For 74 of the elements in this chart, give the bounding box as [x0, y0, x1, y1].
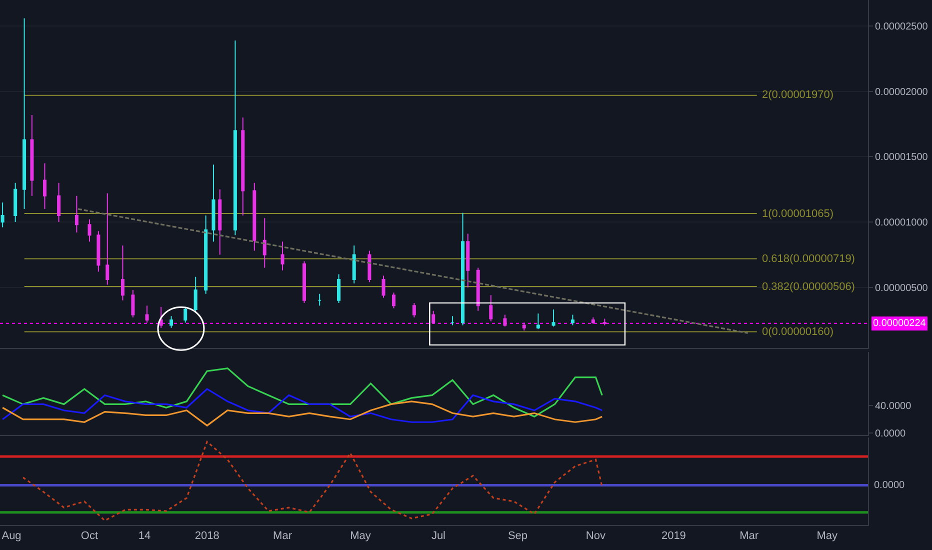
candlestick — [552, 309, 556, 328]
x-tick-label: May — [350, 530, 372, 542]
line-series — [2, 388, 603, 423]
candlestick — [602, 318, 606, 326]
candlestick — [120, 245, 124, 301]
candlestick — [0, 202, 4, 228]
candlestick — [30, 114, 34, 196]
candlestick — [461, 212, 465, 326]
ref-line-label: 0.618(0.00000719) — [762, 253, 855, 265]
line-series — [2, 400, 603, 426]
candlestick — [337, 274, 341, 304]
y-tick-label: 0.00001500 — [875, 152, 928, 164]
x-tick-label: Aug — [2, 530, 22, 542]
candlestick — [450, 316, 454, 326]
candlestick — [382, 275, 386, 298]
candlestick — [503, 314, 507, 328]
candlestick — [194, 276, 198, 313]
line-series — [2, 368, 603, 418]
candlestick — [280, 241, 284, 271]
candlestick — [218, 188, 222, 256]
ref-line-label: 0(0.00000160) — [762, 326, 834, 338]
x-tick-label: Mar — [740, 530, 759, 542]
candlestick — [489, 294, 493, 322]
candlestick — [88, 218, 92, 242]
candlestick — [170, 316, 174, 328]
candlestick — [57, 182, 61, 223]
candlestick — [106, 192, 110, 286]
candlestick — [570, 314, 574, 326]
ref-line-label: 1(0.00001065) — [762, 208, 834, 220]
x-tick-label: Jul — [431, 530, 446, 542]
candlestick — [212, 164, 216, 242]
candlestick — [302, 260, 306, 304]
candlestick — [432, 310, 436, 324]
candlestick — [591, 316, 595, 324]
candlestick — [252, 182, 256, 252]
y-tick-label: 0.00000500 — [875, 282, 928, 294]
candlestick — [262, 218, 266, 268]
x-tick-label: Nov — [586, 530, 606, 542]
y-tick-label: 0.00002500 — [875, 22, 928, 33]
candlestick — [96, 230, 100, 272]
candlestick — [145, 305, 149, 324]
candlestick — [476, 267, 480, 312]
ref-line-label: 0.00000224 — [873, 318, 926, 329]
candlestick — [536, 312, 540, 330]
x-tick-label: May — [816, 530, 838, 542]
candlestick — [131, 289, 135, 318]
candlestick — [352, 245, 356, 284]
candlestick — [466, 233, 470, 288]
ref-line-label: 2(0.00001970) — [762, 89, 834, 101]
x-tick-label: 14 — [138, 530, 151, 542]
candlestick — [184, 306, 188, 324]
x-tick-label: 2018 — [194, 530, 220, 542]
candlestick — [318, 293, 322, 306]
candlestick — [368, 250, 372, 283]
x-tick-label: Mar — [273, 530, 292, 542]
y-tick-label: 40.0000 — [875, 401, 912, 412]
candlestick — [412, 302, 416, 318]
candlestick — [522, 322, 526, 331]
ref-line-label: 0.382(0.00000506) — [762, 281, 855, 293]
candlestick — [42, 162, 46, 210]
y-tick-label: 0.00002000 — [875, 86, 928, 98]
candlestick — [241, 117, 245, 216]
candlestick — [233, 40, 237, 236]
x-tick-label: Oct — [80, 530, 98, 542]
y-tick-label: 0.0000 — [875, 428, 906, 440]
x-tick-label: 2019 — [661, 530, 686, 542]
x-tick-label: Sep — [508, 530, 528, 542]
candlestick — [74, 195, 78, 233]
y-tick-label: 0.00001000 — [875, 218, 928, 229]
candlestick — [204, 215, 208, 294]
candlestick — [159, 306, 163, 328]
candlestick — [392, 292, 396, 309]
candlestick — [22, 18, 26, 210]
candlestick — [14, 182, 18, 223]
